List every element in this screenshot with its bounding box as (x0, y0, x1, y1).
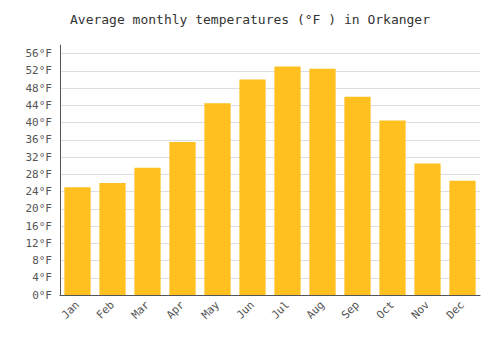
svg-text:Jan: Jan (59, 298, 82, 321)
svg-text:40°F: 40°F (26, 116, 53, 129)
svg-text:0°F: 0°F (32, 289, 52, 302)
svg-text:Sep: Sep (339, 298, 362, 321)
svg-text:Aug: Aug (304, 298, 327, 321)
svg-text:May: May (199, 298, 222, 321)
svg-text:12°F: 12°F (26, 237, 53, 250)
svg-text:Jun: Jun (234, 298, 257, 321)
svg-text:28°F: 28°F (26, 168, 53, 181)
svg-text:32°F: 32°F (26, 151, 53, 164)
svg-text:52°F: 52°F (26, 64, 53, 77)
svg-text:Apr: Apr (164, 298, 187, 321)
svg-text:48°F: 48°F (26, 82, 53, 95)
svg-text:24°F: 24°F (26, 185, 53, 198)
svg-text:Nov: Nov (409, 298, 432, 321)
svg-text:Average monthly temperatures (: Average monthly temperatures (°F ) in Or… (70, 12, 430, 27)
svg-text:Jul: Jul (269, 298, 292, 321)
svg-text:36°F: 36°F (26, 133, 53, 146)
svg-text:Feb: Feb (94, 298, 117, 321)
svg-text:56°F: 56°F (26, 47, 53, 60)
svg-text:16°F: 16°F (26, 220, 53, 233)
svg-text:Oct: Oct (374, 298, 397, 321)
svg-text:Dec: Dec (444, 298, 467, 321)
svg-text:20°F: 20°F (26, 202, 53, 215)
svg-text:44°F: 44°F (26, 99, 53, 112)
svg-text:Mar: Mar (129, 298, 152, 321)
svg-text:4°F: 4°F (32, 271, 52, 284)
svg-text:8°F: 8°F (32, 254, 52, 267)
